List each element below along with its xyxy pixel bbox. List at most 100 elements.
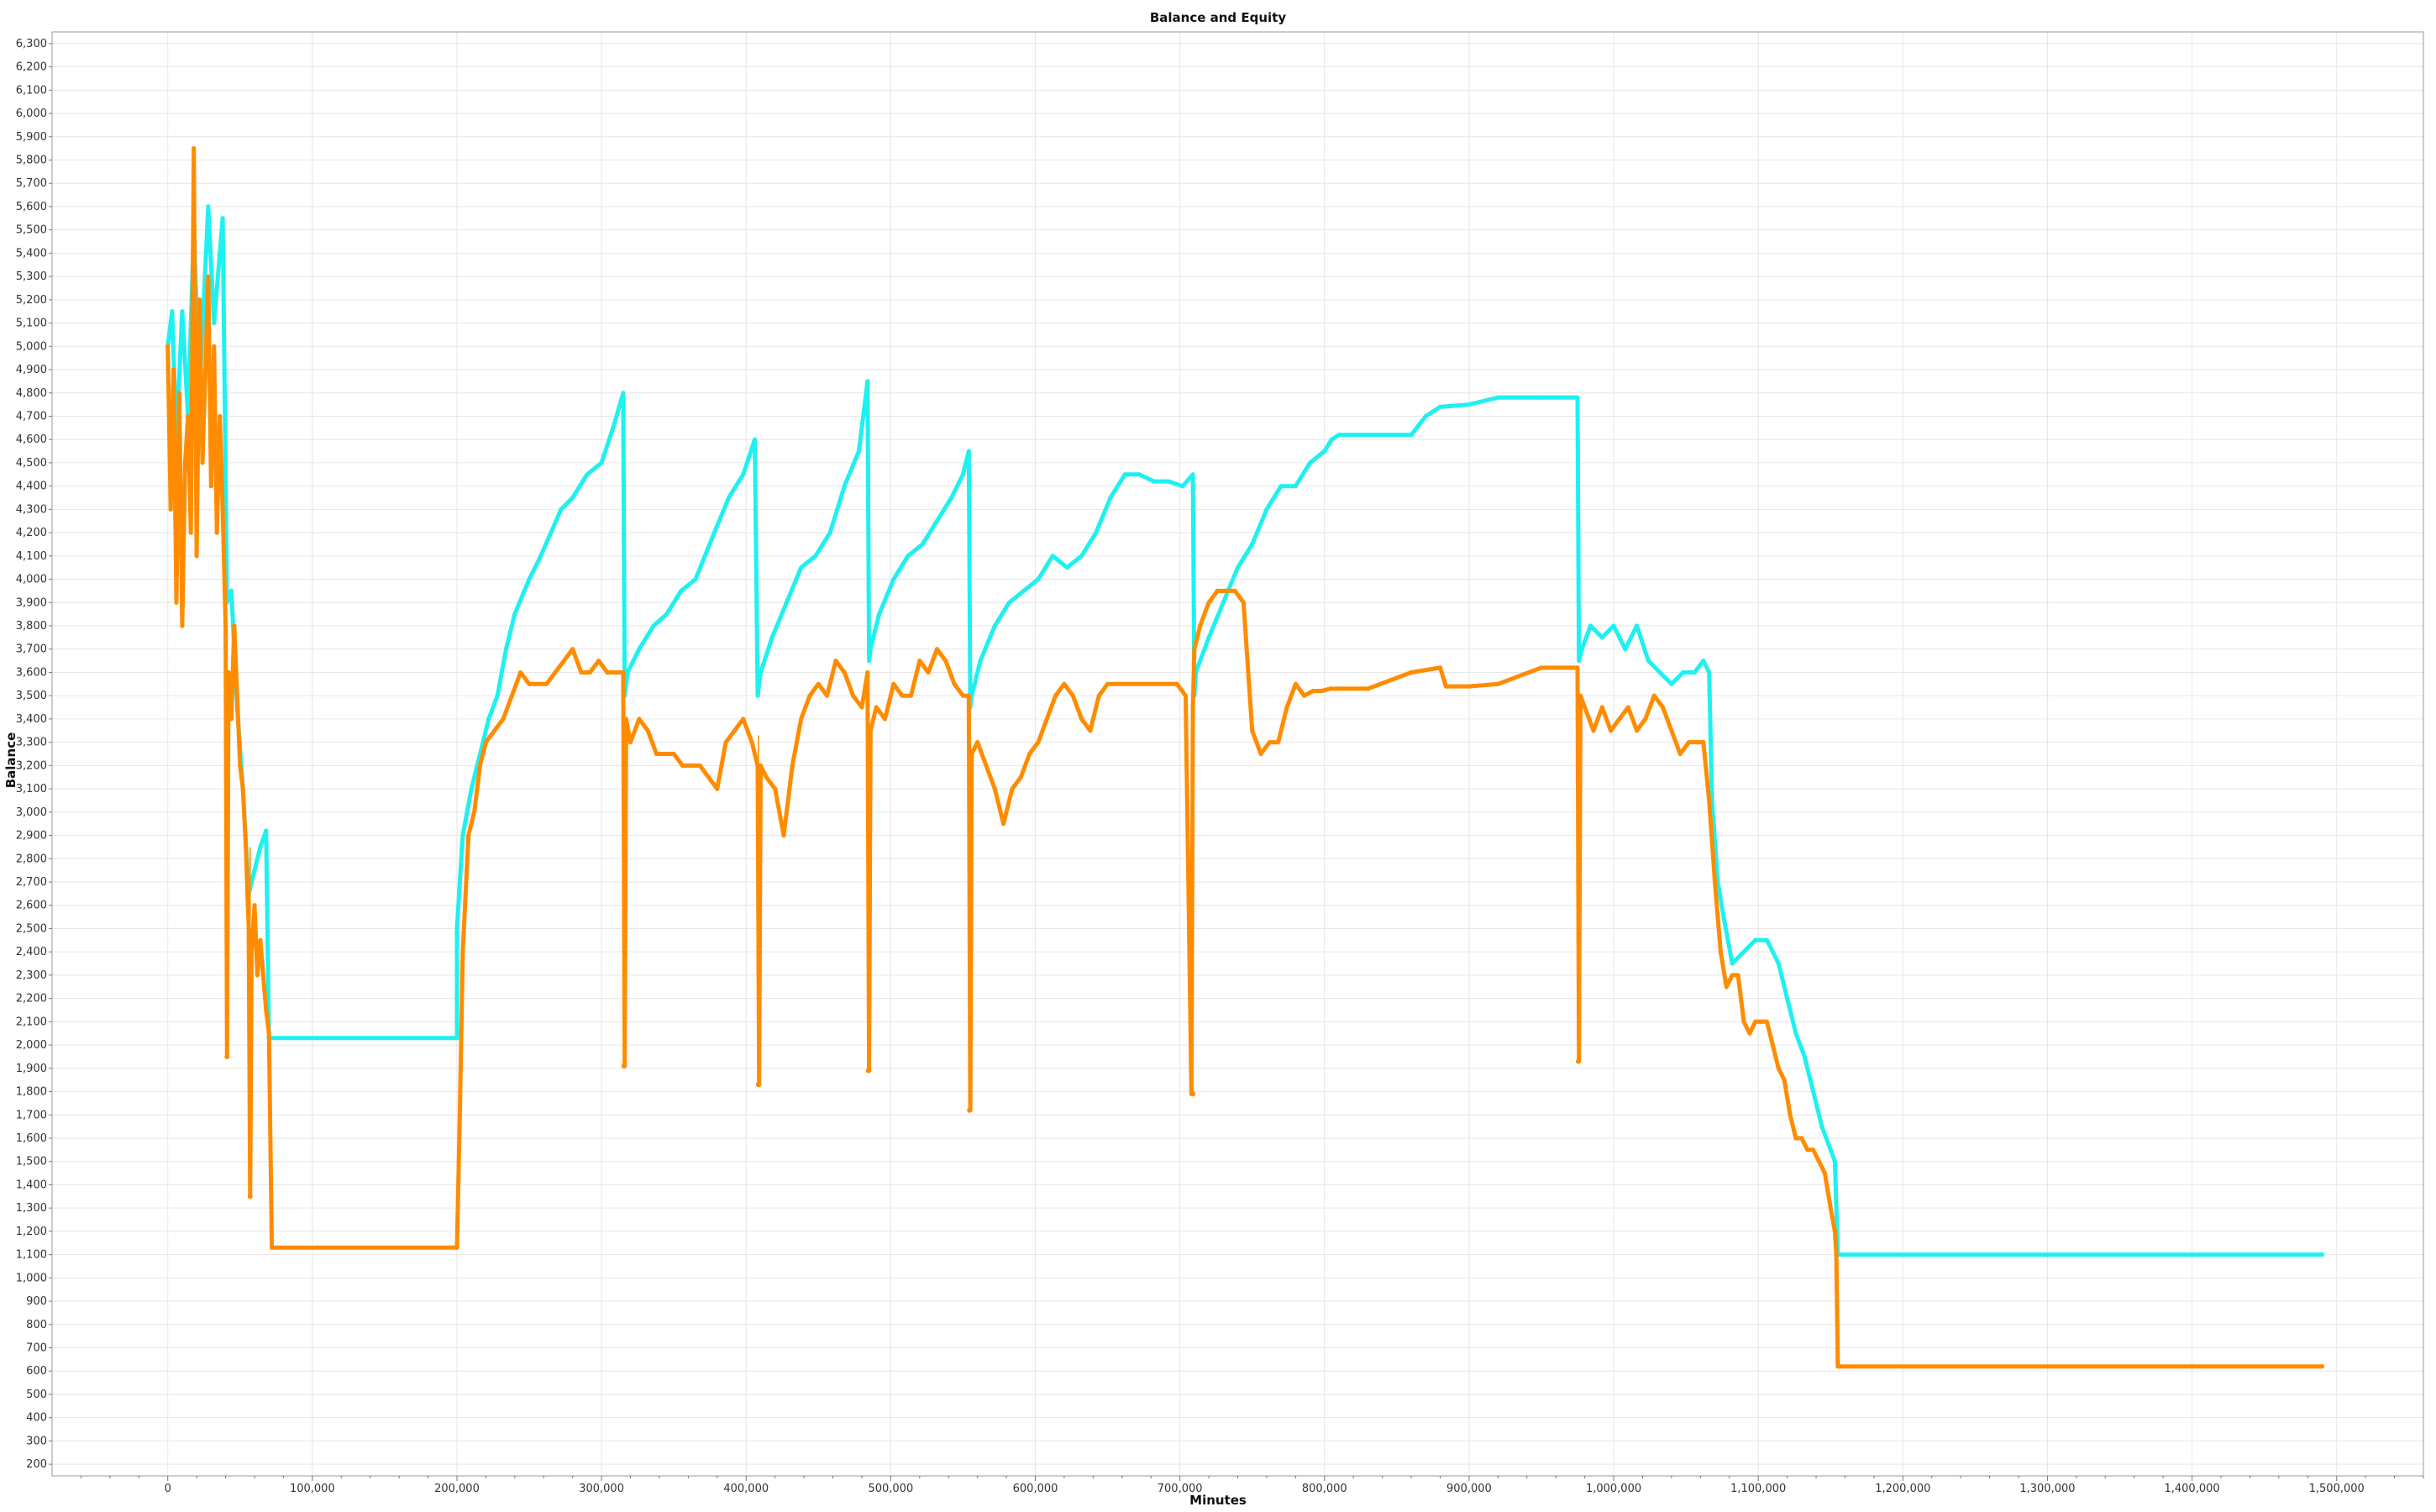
data-point [1802, 1054, 1807, 1059]
data-point [2319, 1364, 2325, 1369]
data-point [651, 623, 656, 628]
data-point [969, 751, 974, 757]
y-tick-label: 1,900 [16, 1063, 47, 1075]
data-point [1329, 437, 1334, 442]
data-point [202, 367, 208, 372]
y-tick-label: 2,600 [16, 900, 47, 912]
data-point [1096, 693, 1101, 698]
data-point [1741, 949, 1746, 954]
data-point [538, 554, 543, 559]
data-point [1064, 565, 1069, 570]
series-line-balance [165, 146, 2324, 1369]
data-point [723, 740, 728, 745]
data-point [874, 705, 879, 710]
data-point [1157, 681, 1163, 686]
data-point [1423, 413, 1428, 419]
data-point [671, 751, 676, 757]
data-point [1822, 1171, 1827, 1176]
data-point [1623, 647, 1628, 652]
data-point [1611, 623, 1616, 628]
data-point [561, 659, 567, 664]
data-point [1567, 665, 1572, 670]
y-tick-label: 3,800 [16, 620, 47, 633]
y-tick-label: 5,500 [16, 224, 47, 237]
data-point [1721, 915, 1726, 920]
data-point [1591, 728, 1596, 733]
data-point [1832, 1229, 1837, 1234]
data-point [168, 507, 173, 512]
data-point [512, 612, 517, 617]
y-tick-label: 2,300 [16, 969, 47, 982]
data-point [1250, 728, 1255, 733]
data-point [1206, 635, 1211, 640]
y-tick-label: 5,400 [16, 247, 47, 260]
spike-point [247, 1194, 253, 1200]
x-tick-label: 1,200,000 [1875, 1483, 1930, 1495]
data-point [270, 1245, 275, 1250]
data-point [727, 495, 732, 501]
data-point [2319, 1252, 2325, 1257]
x-tick-label: 1,100,000 [1730, 1483, 1786, 1495]
data-point [689, 763, 694, 769]
data-point [454, 1036, 459, 1041]
data-point [518, 669, 523, 675]
y-tick-label: 3,000 [16, 806, 47, 819]
data-point [228, 588, 234, 594]
data-point [197, 297, 202, 302]
data-point [527, 577, 532, 582]
data-point [1044, 717, 1049, 722]
data-point [1681, 669, 1686, 675]
data-point [460, 832, 465, 838]
data-point [1053, 693, 1058, 698]
data-point [611, 425, 616, 430]
data-point [1409, 433, 1414, 438]
data-point [711, 530, 717, 535]
spike-point [755, 1082, 761, 1088]
y-tick-label: 2,700 [16, 876, 47, 889]
data-point [1759, 1019, 1764, 1024]
data-point [1258, 751, 1263, 757]
data-point [1001, 822, 1006, 827]
data-point [1782, 1078, 1787, 1083]
data-point [1409, 669, 1414, 675]
data-point [627, 740, 633, 745]
data-point [813, 554, 818, 559]
grid-layer [52, 32, 2423, 1476]
data-point [637, 717, 642, 722]
x-tick-label: 400,000 [723, 1483, 769, 1495]
data-point [1137, 472, 1142, 477]
y-tick-label: 4,500 [16, 457, 47, 470]
data-point [457, 1112, 463, 1117]
y-tick-label: 1,100 [16, 1249, 47, 1262]
data-point [186, 413, 191, 419]
data-point [232, 623, 237, 628]
x-axis-title: Minutes [1189, 1493, 1247, 1508]
data-point [1122, 472, 1127, 477]
data-point [206, 274, 211, 279]
data-point [1276, 740, 1281, 745]
data-point [715, 786, 720, 791]
data-point [1232, 588, 1237, 594]
data-point [1079, 717, 1084, 722]
data-point [1114, 681, 1119, 686]
data-point [856, 449, 862, 454]
y-tick-label: 3,100 [16, 783, 47, 795]
y-tick-label: 3,900 [16, 596, 47, 609]
y-tick-label: 5,000 [16, 340, 47, 353]
spike-point [621, 1063, 627, 1069]
y-tick-label: 400 [26, 1412, 47, 1425]
data-point [1599, 705, 1604, 710]
data-point [1264, 507, 1269, 512]
y-tick-label: 5,800 [16, 154, 47, 166]
y-tick-label: 5,200 [16, 294, 47, 307]
y-tick-label: 1,700 [16, 1109, 47, 1121]
data-point [975, 740, 980, 745]
data-point [1747, 1031, 1752, 1036]
y-tick-label: 4,900 [16, 364, 47, 376]
data-point [165, 344, 171, 349]
data-point [1443, 684, 1448, 689]
data-point [1834, 1252, 1839, 1257]
data-point [1753, 1019, 1758, 1024]
data-point [1753, 937, 1758, 942]
data-point [1764, 1019, 1770, 1024]
